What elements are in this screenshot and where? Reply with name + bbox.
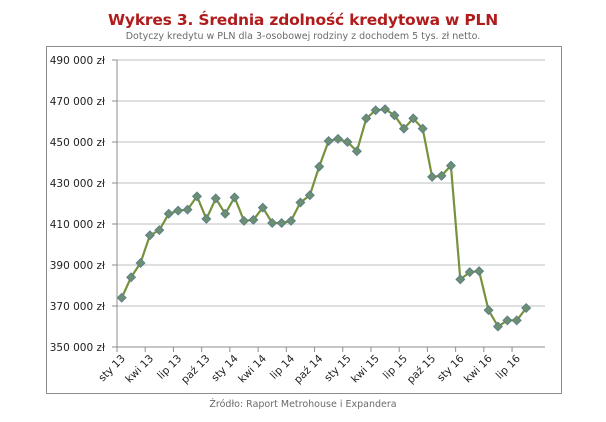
- data-series: [116, 104, 532, 332]
- data-point-marker: [474, 266, 485, 277]
- data-point-marker: [229, 192, 240, 203]
- y-tick-label: 410 000 zł: [50, 219, 105, 231]
- data-point-marker: [220, 208, 231, 219]
- data-point-marker: [248, 214, 259, 225]
- data-point-marker: [116, 292, 127, 303]
- source-note: Źródło: Raport Metrohouse i Expandera: [209, 399, 397, 410]
- data-point-marker: [483, 305, 494, 316]
- data-point-marker: [342, 136, 353, 148]
- x-tick-label: lip 16: [494, 352, 523, 381]
- data-point-marker: [276, 217, 287, 228]
- data-point-marker: [182, 204, 193, 215]
- data-point-marker: [398, 123, 409, 134]
- data-point-marker: [408, 113, 419, 124]
- y-tick-label: 430 000 zł: [50, 178, 105, 190]
- data-point-marker: [333, 133, 344, 144]
- data-point-marker: [389, 110, 400, 121]
- chart-subtitle: Dotyczy kredytu w PLN dla 3-osobowej rod…: [125, 31, 481, 42]
- data-point-marker: [417, 123, 428, 134]
- data-point-marker: [351, 146, 362, 157]
- data-point-marker: [238, 215, 249, 226]
- data-point-marker: [314, 161, 325, 172]
- x-tick-label: kwi 15: [349, 353, 382, 386]
- data-point-marker: [427, 171, 438, 182]
- data-point-marker: [267, 217, 278, 228]
- x-tick-label: kwi 13: [123, 353, 156, 386]
- data-point-marker: [257, 202, 268, 213]
- data-point-marker: [304, 190, 315, 201]
- data-point-marker: [135, 257, 146, 268]
- x-tick-label: paź 13: [179, 353, 212, 386]
- data-point-marker: [163, 208, 174, 219]
- data-point-marker: [455, 274, 466, 285]
- data-point-marker: [201, 213, 212, 224]
- x-tick-label: sty 15: [322, 353, 353, 384]
- y-tick-label: 370 000 zł: [50, 301, 105, 313]
- gridlines: [117, 59, 545, 307]
- y-tick-label: 350 000 zł: [50, 342, 105, 354]
- data-point-marker: [144, 230, 155, 241]
- x-tick-label: sty 16: [435, 352, 467, 384]
- data-point-marker: [521, 303, 532, 314]
- data-point-marker: [286, 215, 297, 226]
- y-tick-label: 450 000 zł: [50, 137, 105, 149]
- y-tick-label: 390 000 zł: [50, 260, 105, 272]
- data-point-marker: [370, 105, 381, 116]
- data-point-marker: [361, 113, 372, 124]
- data-point-marker: [154, 225, 165, 236]
- x-tick-label: paź 14: [292, 352, 326, 386]
- data-point-marker: [126, 272, 137, 283]
- data-point-marker: [445, 160, 456, 171]
- data-point-marker: [502, 315, 513, 326]
- data-point-marker: [210, 193, 221, 204]
- data-point-marker: [173, 205, 184, 216]
- data-point-marker: [436, 170, 447, 181]
- data-point-marker: [492, 321, 503, 332]
- y-tick-label: 490 000 zł: [50, 55, 105, 67]
- x-tick-label: paź 15: [405, 353, 438, 386]
- x-tick-label: sty 14: [209, 352, 241, 384]
- x-tick-label: kwi 14: [236, 352, 269, 385]
- y-tick-label: 470 000 zł: [50, 96, 105, 108]
- data-point-marker: [511, 315, 522, 326]
- y-axis: 350 000 zł 370 000 zł 390 000 zł 410 000 zł…: [50, 55, 118, 354]
- chart-title: Wykres 3. Średnia zdolność kredytowa w P…: [108, 11, 498, 29]
- data-point-marker: [191, 191, 202, 202]
- data-point-marker: [464, 267, 475, 278]
- data-point-marker: [380, 104, 391, 115]
- data-point-marker: [323, 135, 334, 146]
- x-tick-label: kwi 16: [462, 352, 495, 385]
- data-point-marker: [295, 197, 306, 208]
- x-tick-label: sty 13: [96, 353, 127, 384]
- chart-frame: [46, 46, 562, 394]
